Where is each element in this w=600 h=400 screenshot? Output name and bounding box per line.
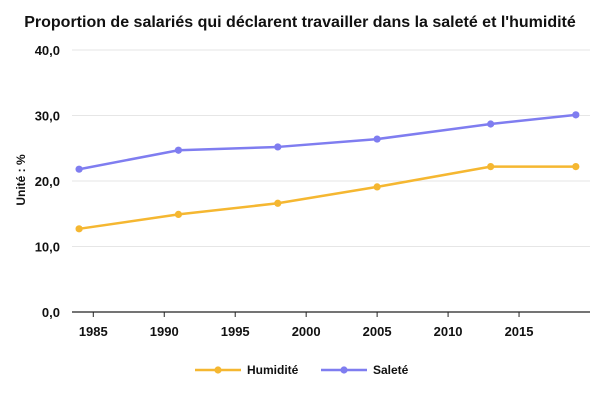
y-tick-label: 30,0 (35, 109, 60, 124)
legend-label: Humidité (247, 363, 299, 377)
y-tick-label: 40,0 (35, 43, 60, 58)
x-tick-label: 2000 (292, 324, 321, 339)
data-point-humidite (572, 162, 580, 171)
y-tick-label: 10,0 (35, 240, 60, 255)
x-tick-label: 2005 (363, 324, 392, 339)
series-line-salete (78, 113, 576, 171)
data-point-humidite (487, 162, 495, 171)
y-tick-label: 0,0 (42, 305, 60, 320)
x-tick-label: 1985 (79, 324, 108, 339)
data-point-salete (274, 143, 282, 151)
legend-swatch-marker (340, 366, 348, 374)
y-tick-label: 20,0 (35, 174, 60, 189)
chart-title: Proportion de salariés qui déclarent tra… (24, 14, 576, 31)
legend-swatch-marker (214, 366, 222, 374)
x-tick-label: 2015 (505, 324, 534, 339)
data-point-salete (75, 165, 83, 173)
data-point-humidite (174, 210, 183, 219)
series-line-humidite (78, 165, 576, 231)
data-point-humidite (274, 199, 282, 207)
x-tick-label: 1995 (221, 324, 250, 339)
data-point-salete (174, 146, 183, 154)
data-point-salete (373, 135, 381, 143)
legend-label: Saleté (373, 363, 409, 377)
data-point-salete (572, 111, 580, 119)
data-point-humidite (75, 225, 83, 233)
legend-item-humidite[interactable]: Humidité (195, 363, 299, 377)
data-point-salete (487, 120, 495, 128)
data-point-humidite (373, 183, 381, 191)
x-tick-label: 2010 (434, 324, 463, 339)
y-axis-label: Unité : % (14, 154, 28, 206)
x-tick-label: 1990 (150, 324, 179, 339)
legend-item-salete[interactable]: Saleté (321, 363, 409, 377)
